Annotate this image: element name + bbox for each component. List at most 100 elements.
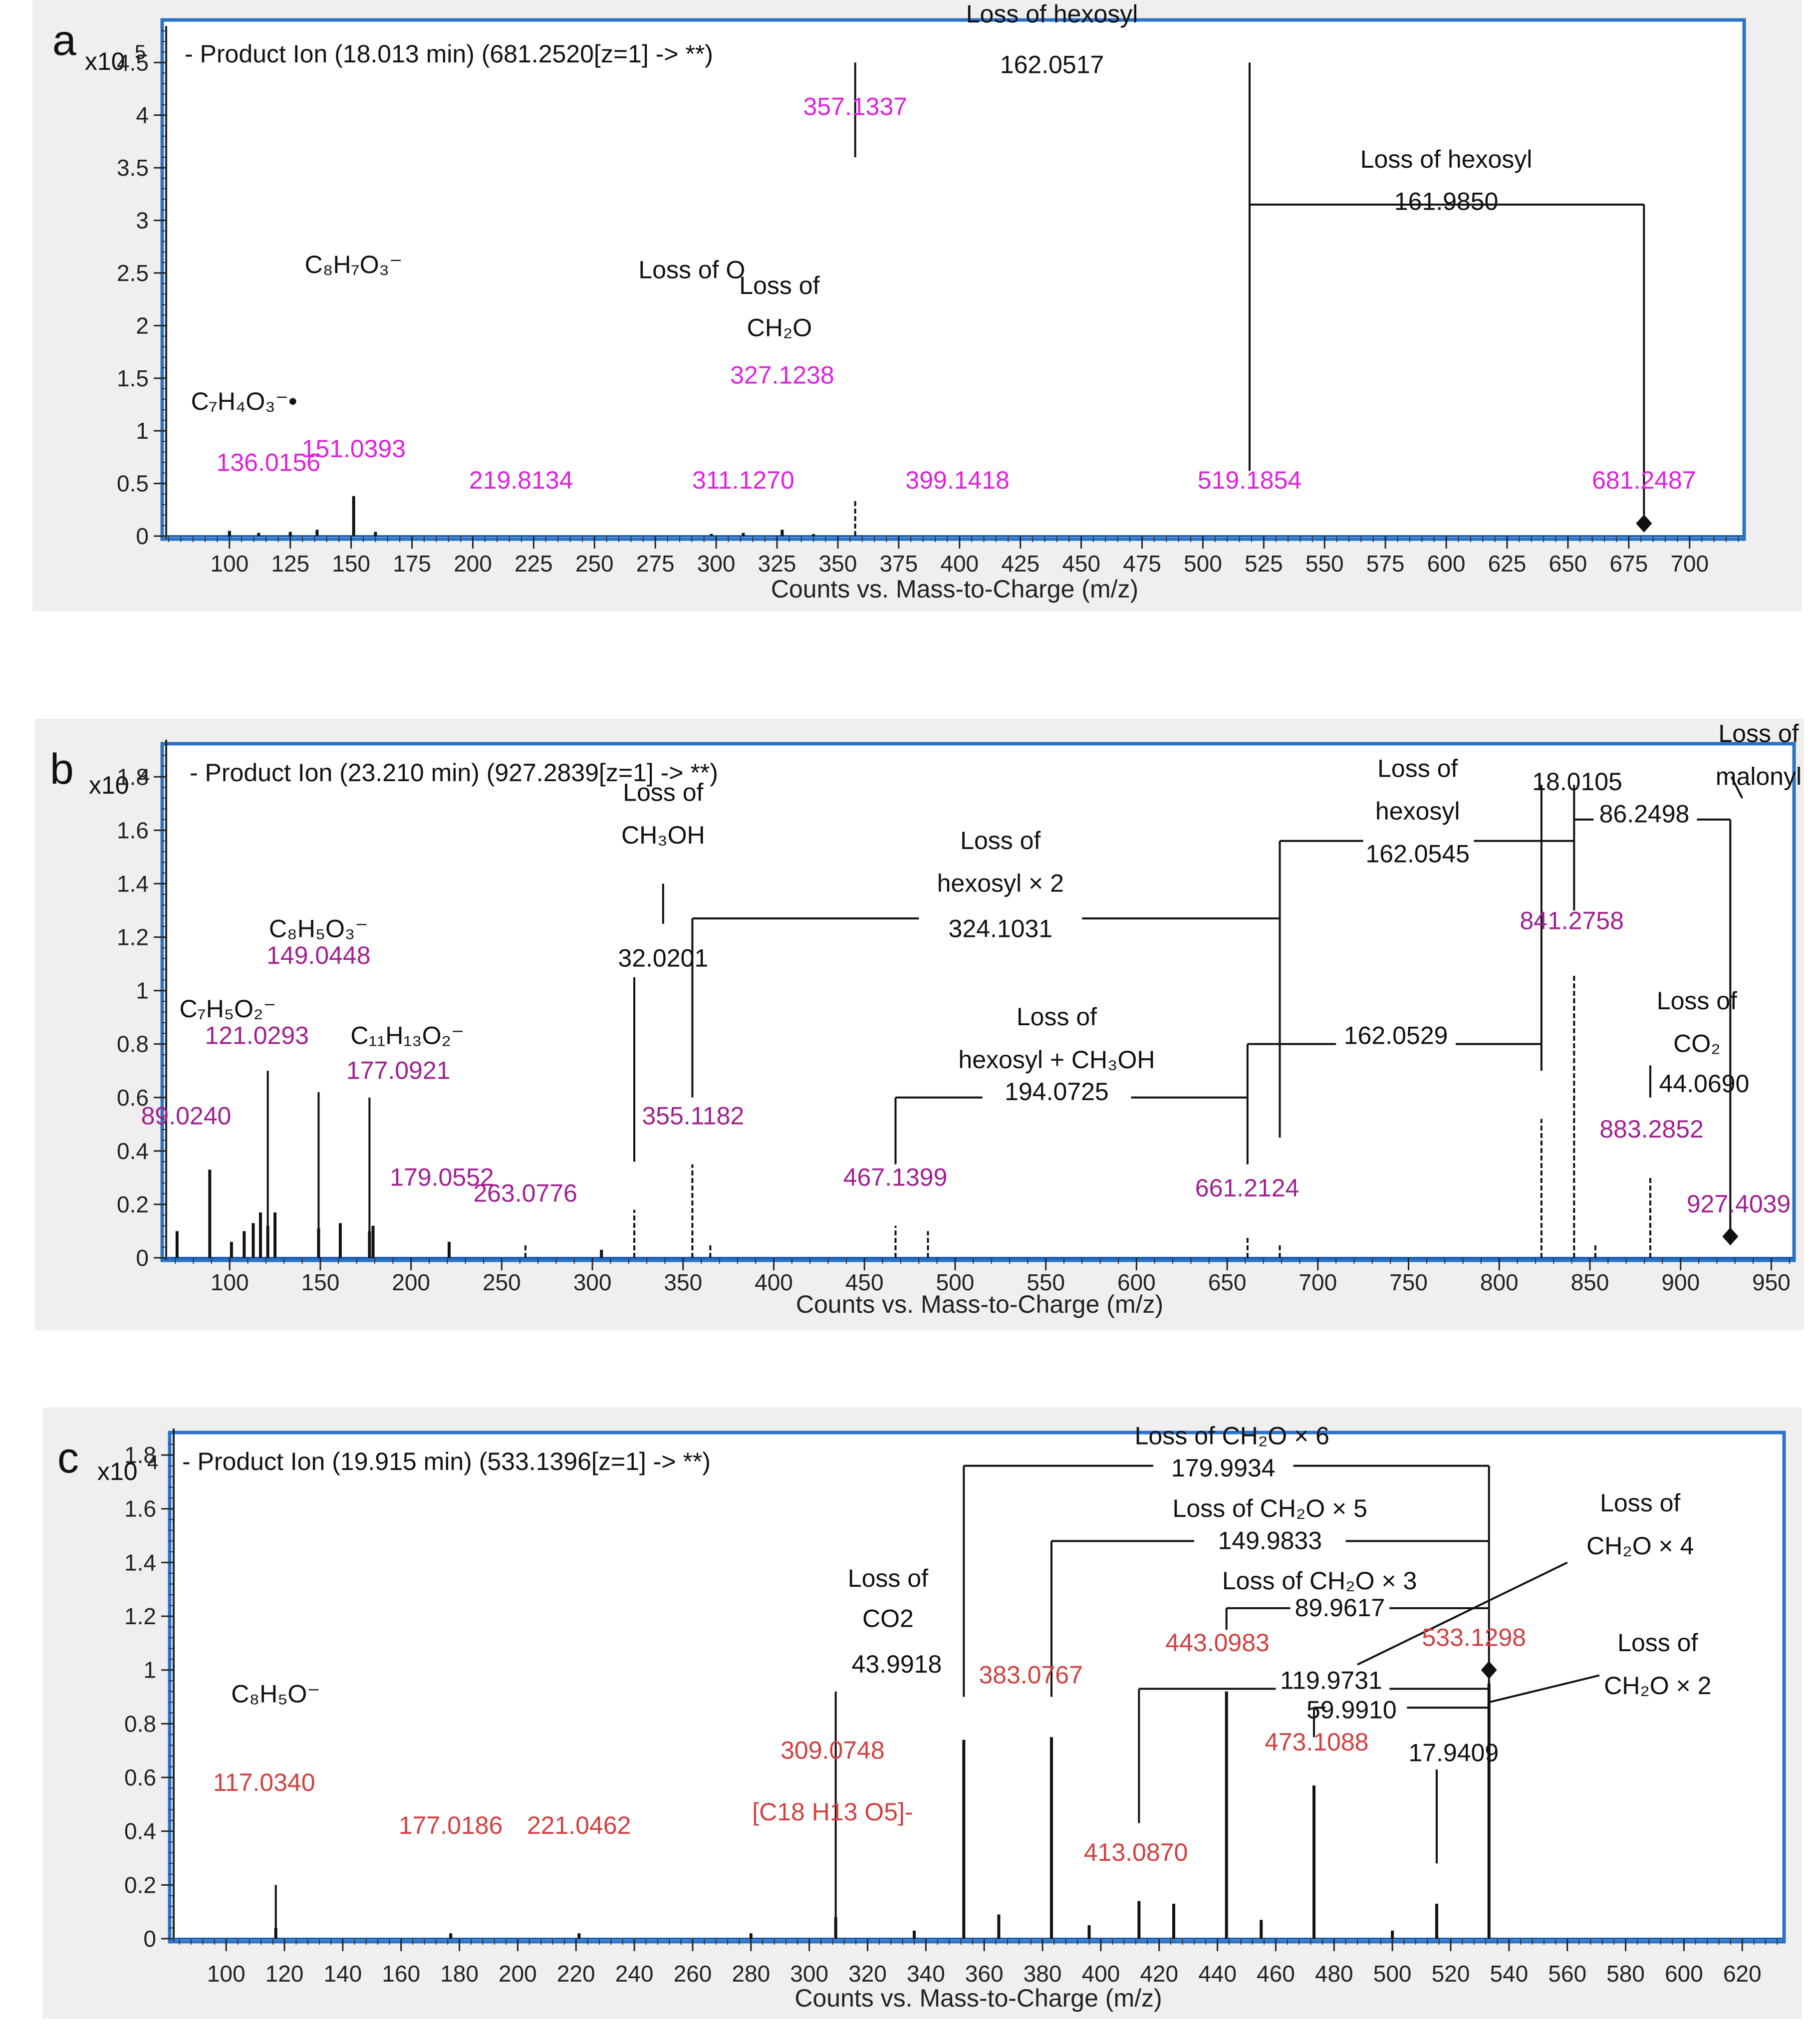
peak-label: C₁₁H₁₃O₂⁻: [350, 1022, 464, 1050]
peak-label: 151.0393: [301, 435, 406, 463]
peak-label: 162.0529: [1344, 1022, 1448, 1050]
peak-label: Loss of: [848, 1564, 928, 1592]
x-tick-label: 480: [1315, 1961, 1353, 1987]
x-tick-label: 550: [1305, 551, 1344, 577]
y-tick-label: 1.4: [117, 871, 149, 896]
y-tick-label: 2.5: [117, 260, 149, 286]
x-tick-label: 360: [965, 1961, 1004, 1987]
y-tick-label: 1.6: [117, 817, 149, 843]
y-tick-label: 1.6: [124, 1496, 156, 1522]
peak-label: 324.1031: [949, 915, 1053, 943]
x-tick-label: 700: [1670, 551, 1709, 577]
chart-panel-a: a - Product Ion (18.013 min) (681.2520[z=…: [0, 0, 1820, 644]
y-tick-label: 1: [136, 978, 149, 1004]
panel-letter: a: [52, 16, 76, 64]
y-tick-label: 0.4: [124, 1818, 156, 1844]
peak-label: Loss of: [1718, 720, 1799, 748]
peak-label: C₈H₇O₃⁻: [305, 251, 403, 279]
y-tick-label: 4: [136, 102, 149, 128]
peak-label: 327.1238: [730, 361, 834, 389]
x-tick-label: 350: [664, 1269, 702, 1295]
x-tick-label: 460: [1257, 1961, 1295, 1987]
peak-label: 383.0767: [979, 1661, 1083, 1689]
peak-label: Loss of: [739, 272, 819, 299]
peak-label: 17.9409: [1408, 1739, 1499, 1767]
peak-label: 179.9934: [1171, 1454, 1276, 1482]
x-tick-label: 160: [382, 1961, 420, 1987]
x-tick-label: 425: [1001, 551, 1040, 577]
peak-label: CH₂O: [747, 313, 812, 341]
peak-label: 357.1337: [803, 93, 907, 121]
x-tick-label: 200: [454, 551, 492, 577]
y-tick-label: 0.6: [124, 1764, 156, 1790]
x-tick-label: 450: [1062, 551, 1100, 577]
x-tick-label: 325: [758, 551, 796, 577]
peak-label: 519.1854: [1198, 466, 1302, 494]
peak-label: Loss of: [1600, 1489, 1680, 1517]
peak-label: 661.2124: [1195, 1174, 1300, 1202]
peak-label: 89.9617: [1295, 1594, 1385, 1622]
y-exponent-power: 4: [147, 1452, 158, 1473]
y-tick-label: 0.4: [117, 1138, 149, 1164]
peak-label: Loss of: [623, 778, 703, 806]
x-tick-label: 500: [1184, 551, 1222, 577]
chart-panel-c: c - Product Ion (19.915 min) (533.1396[z=…: [0, 1408, 1820, 2043]
peak-label: CH₂O × 2: [1604, 1672, 1711, 1700]
y-tick-label: 4.5: [117, 49, 149, 75]
x-tick-label: 575: [1366, 551, 1405, 577]
x-tick-label: 850: [1571, 1269, 1609, 1295]
x-tick-label: 260: [674, 1961, 712, 1987]
peak-label: Loss of CH₂O × 3: [1222, 1567, 1417, 1595]
y-tick-label: 0.2: [124, 1872, 156, 1898]
x-tick-label: 240: [615, 1961, 654, 1987]
spectrum-chart-b: b - Product Ion (23.210 min) (927.2839[z=…: [35, 719, 1804, 1330]
x-tick-label: 250: [483, 1269, 521, 1295]
y-tick-label: 0.8: [124, 1711, 156, 1737]
x-tick-label: 600: [1665, 1961, 1703, 1987]
y-tick-label: 3.5: [117, 155, 149, 181]
panel-letter: c: [57, 1434, 79, 1482]
peak-label: 263.0776: [473, 1179, 577, 1207]
peak-label: Loss of: [1377, 754, 1458, 782]
peak-label: Loss of: [1017, 1003, 1097, 1031]
peak-label: Loss of: [1617, 1629, 1698, 1657]
x-tick-label: 600: [1117, 1269, 1156, 1295]
y-exponent-power: 4: [139, 765, 150, 787]
x-tick-label: 100: [211, 1269, 249, 1295]
chart-title: - Product Ion (18.013 min) (681.2520[z=1…: [185, 40, 713, 68]
x-tick-label: 275: [636, 551, 675, 577]
peak-label: 86.2498: [1599, 800, 1690, 828]
peak-label: 533.1298: [1422, 1623, 1526, 1651]
x-tick-label: 650: [1549, 551, 1587, 577]
peak-label: Loss of CH₂O × 6: [1135, 1422, 1329, 1450]
x-tick-label: 150: [301, 1269, 340, 1295]
peak-label: hexosyl × 2: [937, 869, 1064, 897]
peak-label: C₇H₄O₃⁻•: [191, 387, 297, 415]
peak-label: 179.0552: [390, 1163, 494, 1191]
peak-label: 219.8134: [469, 466, 573, 494]
panel-letter: b: [50, 745, 74, 793]
x-axis-label: Counts vs. Mass-to-Charge (m/z): [771, 575, 1138, 603]
x-tick-label: 300: [790, 1961, 828, 1987]
peak-label: 177.0186: [399, 1811, 503, 1839]
peak-label: 162.0545: [1365, 840, 1470, 868]
x-tick-label: 750: [1389, 1269, 1428, 1295]
y-tick-label: 1.4: [124, 1549, 156, 1575]
peak-label: 149.0448: [266, 941, 371, 969]
peak-label: 443.0983: [1165, 1629, 1270, 1657]
x-tick-label: 675: [1609, 551, 1648, 577]
spectrum-chart-a: a - Product Ion (18.013 min) (681.2520[z=…: [32, 0, 1802, 611]
annotation-line: [1357, 1561, 1568, 1666]
y-tick-label: 1: [143, 1657, 156, 1683]
x-tick-label: 200: [392, 1269, 430, 1295]
x-tick-label: 400: [1082, 1961, 1120, 1987]
peak-label: 221.0462: [527, 1811, 631, 1839]
x-tick-label: 950: [1752, 1269, 1791, 1295]
x-tick-label: 180: [440, 1961, 479, 1987]
x-tick-label: 400: [940, 551, 979, 577]
peak-label: 177.0921: [346, 1056, 451, 1084]
x-tick-label: 600: [1427, 551, 1466, 577]
y-tick-label: 0.6: [117, 1085, 149, 1111]
precursor-marker: [1722, 1227, 1739, 1246]
x-tick-label: 380: [1024, 1961, 1062, 1987]
